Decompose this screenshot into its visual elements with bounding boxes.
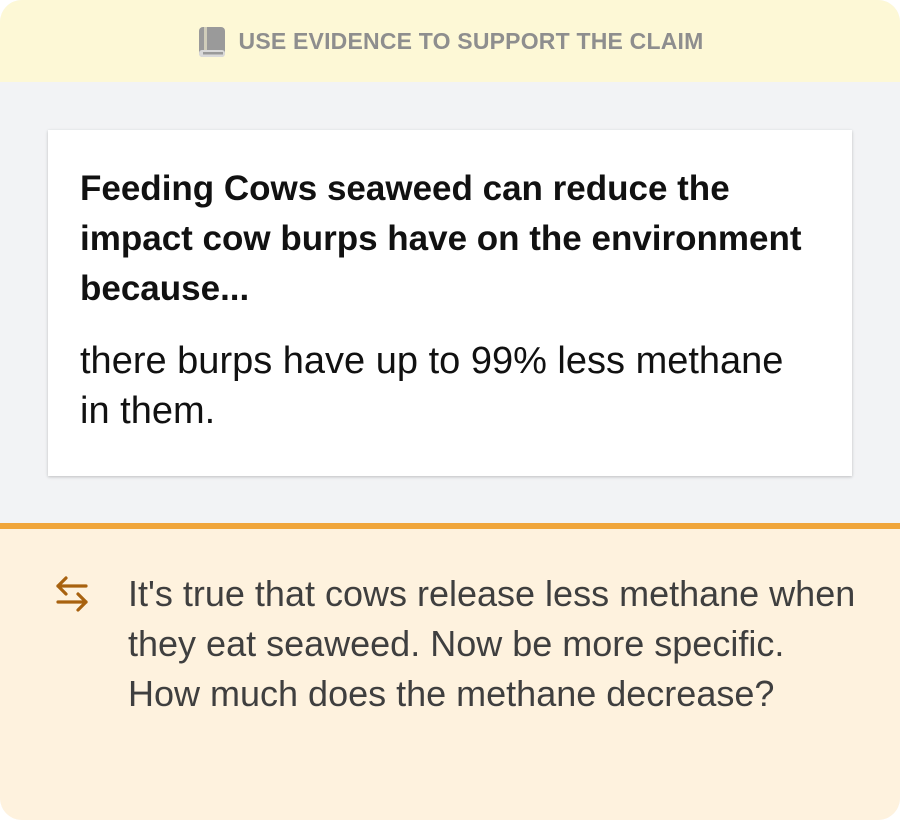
book-icon bbox=[197, 25, 227, 59]
feedback-message: It's true that cows release less methane… bbox=[128, 573, 856, 714]
instruction-title: USE EVIDENCE TO SUPPORT THE CLAIM bbox=[238, 27, 704, 54]
claim-prompt: Feeding Cows seaweed can reduce the impa… bbox=[80, 169, 802, 308]
feedback-divider bbox=[0, 523, 900, 529]
feedback-panel: It's true that cows release less methane… bbox=[0, 529, 900, 820]
swap-arrows-icon bbox=[52, 573, 92, 613]
instruction-banner: USE EVIDENCE TO SUPPORT THE CLAIM bbox=[0, 0, 900, 82]
student-response-box[interactable]: Feeding Cows seaweed can reduce the impa… bbox=[48, 130, 852, 476]
response-area: Feeding Cows seaweed can reduce the impa… bbox=[0, 82, 900, 523]
student-answer[interactable]: there burps have up to 99% less methane … bbox=[80, 340, 784, 432]
